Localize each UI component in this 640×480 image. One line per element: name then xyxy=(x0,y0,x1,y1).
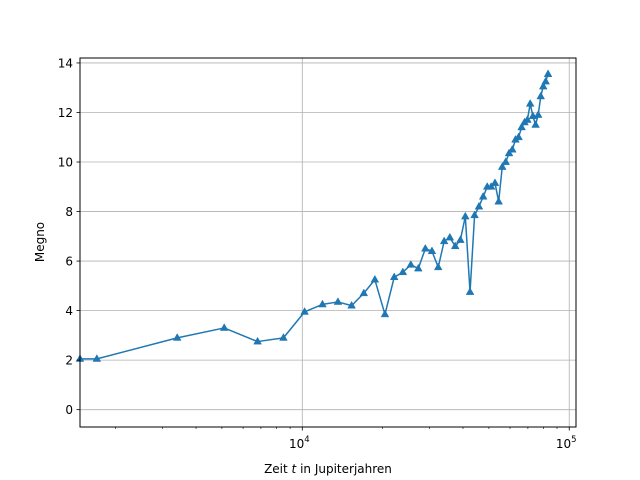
y-tick-label: 2 xyxy=(65,354,73,368)
data-point-marker xyxy=(536,91,546,100)
data-point-marker xyxy=(533,110,543,118)
y-tick-label: 8 xyxy=(65,205,73,219)
data-point-marker xyxy=(461,211,470,220)
data-point-marker xyxy=(219,323,229,331)
data-point-marker xyxy=(525,99,535,107)
data-point-marker xyxy=(508,144,517,153)
y-tick-label: 0 xyxy=(65,403,73,417)
data-point-marker xyxy=(439,236,449,245)
data-point-marker xyxy=(359,288,369,297)
y-tick-label: 6 xyxy=(65,255,73,269)
data-point-marker xyxy=(333,297,343,305)
data-point-marker xyxy=(445,232,455,241)
data-point-marker xyxy=(398,267,408,276)
data-point-marker xyxy=(470,210,479,219)
data-point-marker xyxy=(279,333,288,341)
grid-lines xyxy=(80,58,576,427)
x-tick-label: 104 xyxy=(289,435,310,451)
data-point-marker xyxy=(517,122,526,131)
data-point-marker xyxy=(253,336,262,345)
data-point-marker xyxy=(433,262,443,271)
data-point-marker xyxy=(543,69,553,77)
ticks-layer: 0 2 4 6 8 10 12 14 104 105 xyxy=(58,56,577,451)
data-point-marker xyxy=(514,132,523,141)
data-point-marker xyxy=(450,241,460,250)
data-point-marker xyxy=(465,287,475,295)
data-point-marker xyxy=(456,235,465,243)
data-point-marker xyxy=(421,243,430,252)
y-tick-label: 4 xyxy=(65,304,73,318)
data-point-marker xyxy=(427,246,437,255)
x-tick-label: 105 xyxy=(556,435,577,451)
data-point-marker xyxy=(380,309,390,318)
data-point-marker xyxy=(92,354,102,362)
data-point-marker xyxy=(504,148,514,157)
data-point-marker xyxy=(486,182,496,190)
axes-frame xyxy=(79,57,577,428)
y-tick-label: 10 xyxy=(58,156,73,170)
y-axis-label: Megno xyxy=(33,222,47,262)
data-point-marker xyxy=(523,115,532,123)
y-tick-label: 14 xyxy=(58,56,73,70)
data-point-marker xyxy=(538,81,548,90)
data-point-marker xyxy=(172,333,182,341)
data-point-marker xyxy=(347,300,356,309)
data-point-marker xyxy=(474,201,484,210)
data-point-marker xyxy=(300,307,309,315)
data-point-marker xyxy=(490,178,500,186)
data-point-marker xyxy=(501,157,510,165)
data-point-marker xyxy=(389,272,399,281)
data-point-marker xyxy=(497,162,507,170)
data-point-marker xyxy=(406,260,416,268)
data-point-marker xyxy=(370,274,380,283)
data-point-marker xyxy=(494,196,503,205)
data-point-marker xyxy=(414,263,423,272)
y-tick-label: 12 xyxy=(58,106,73,120)
x-axis-label: Zeit t in Jupiterjahren xyxy=(264,462,392,476)
data-point-marker xyxy=(478,191,488,200)
data-point-marker xyxy=(531,120,540,128)
data-point-marker xyxy=(318,299,327,308)
data-point-marker xyxy=(541,76,550,85)
series-layer xyxy=(75,69,553,362)
